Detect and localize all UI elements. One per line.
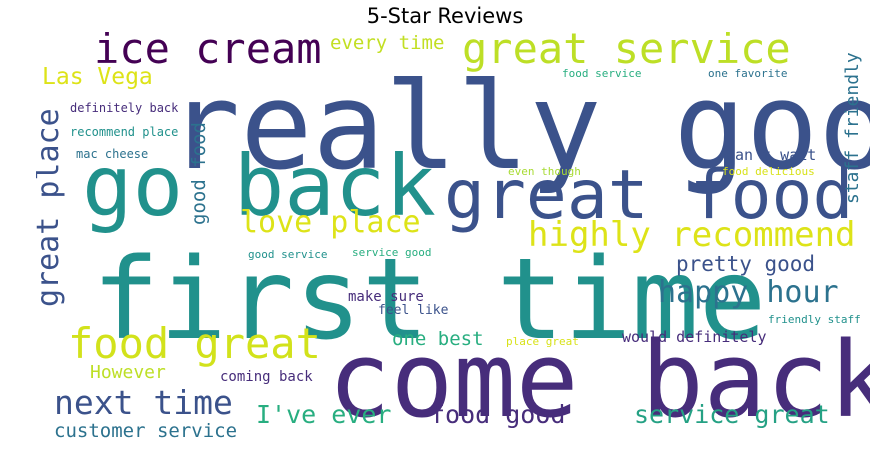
word-cloud-term: highly recommend (528, 215, 856, 255)
word-cloud-term: great service (462, 32, 791, 73)
word-cloud-term: definitely back (70, 101, 179, 115)
word-cloud-term: pretty good (676, 252, 816, 276)
word-cloud-term: service great (634, 400, 830, 429)
word-cloud-term: food delicious (722, 165, 815, 178)
word-cloud-term: even though (508, 165, 581, 178)
word-cloud-term: service good (352, 246, 432, 259)
word-cloud-term: would definitely (622, 328, 767, 346)
word-cloud-term: first time (92, 235, 767, 365)
word-cloud-term: customer service (54, 420, 238, 442)
word-cloud-term: coming back (220, 369, 313, 385)
word-cloud-term: However (90, 362, 166, 383)
word-cloud-term: great food (444, 156, 854, 235)
word-cloud-term: food service (562, 67, 642, 80)
word-cloud-term: friendly staff (768, 313, 861, 326)
word-cloud-term: love place (240, 205, 421, 240)
word-cloud-term: make sure (348, 289, 424, 305)
word-cloud-term: every time (330, 32, 445, 54)
word-cloud-term: feel like (378, 303, 449, 318)
word-cloud-term: one favorite (708, 67, 788, 80)
word-cloud-term: Las Vega (42, 64, 153, 90)
word-cloud-term: place great (506, 335, 579, 348)
word-cloud-term: really good (168, 58, 870, 197)
word-cloud-term: staff friendly (842, 52, 863, 204)
word-cloud-term: food good (430, 400, 566, 429)
word-cloud-term: food great (68, 319, 321, 368)
word-cloud-term: recommend place (70, 125, 179, 139)
word-cloud-term: good food (188, 122, 210, 225)
word-cloud-term: ice cream (94, 32, 322, 73)
word-cloud-term: mac cheese (76, 147, 149, 161)
chart-title: 5-Star Reviews (366, 4, 524, 28)
word-cloud-term: go back (82, 137, 437, 235)
word-cloud-term: I've ever (256, 400, 392, 429)
word-cloud-term: happy hour (658, 275, 839, 310)
word-cloud-term: come back (328, 319, 870, 441)
word-cloud-term: next time (54, 383, 233, 422)
word-cloud-term: great place (36, 108, 66, 307)
word-cloud-term: good service (248, 248, 328, 261)
word-cloud-term: one best (392, 328, 484, 350)
word-cloud-term: can't wait (726, 146, 817, 164)
